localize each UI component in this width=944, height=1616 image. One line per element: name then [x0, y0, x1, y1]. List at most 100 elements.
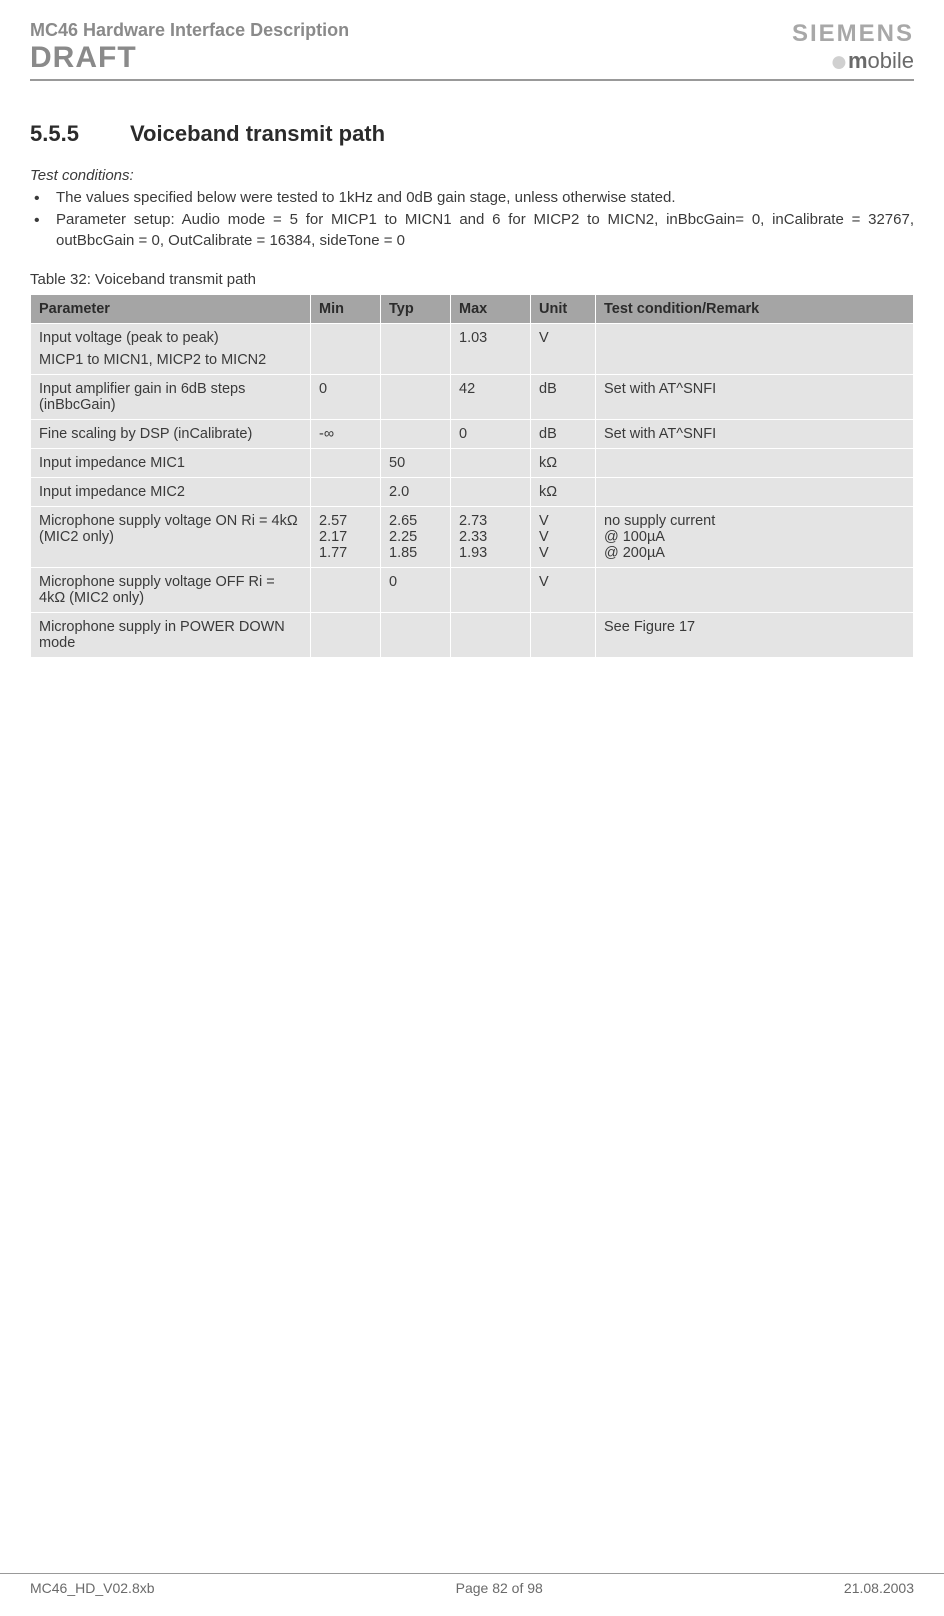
val: 2.33 — [459, 529, 522, 545]
cell-min: 0 — [311, 374, 381, 419]
cell-unit — [531, 612, 596, 657]
val: 2.73 — [459, 513, 522, 529]
val: no supply current — [604, 513, 905, 529]
table-caption: Table 32: Voiceband transmit path — [30, 271, 914, 288]
val: V — [539, 545, 587, 561]
cell-typ: 2.65 2.25 1.85 — [381, 506, 451, 567]
cell-max — [451, 477, 531, 506]
table-row: Input impedance MIC1 50 kΩ — [31, 448, 914, 477]
cell-max: 2.73 2.33 1.93 — [451, 506, 531, 567]
cell-unit: kΩ — [531, 477, 596, 506]
cell-unit: dB — [531, 419, 596, 448]
page-footer: MC46_HD_V02.8xb Page 82 of 98 21.08.2003 — [0, 1573, 944, 1596]
cell-typ — [381, 612, 451, 657]
section-heading: 5.5.5Voiceband transmit path — [30, 121, 914, 147]
test-conditions: Test conditions: The values specified be… — [30, 167, 914, 251]
footer-left: MC46_HD_V02.8xb — [30, 1580, 155, 1596]
cell-max — [451, 567, 531, 612]
cell-min — [311, 448, 381, 477]
val: 2.25 — [389, 529, 442, 545]
sub-brand-text: obile — [868, 48, 914, 73]
table-row: Input amplifier gain in 6dB steps (inBbc… — [31, 374, 914, 419]
brand-name: SIEMENS — [792, 20, 914, 48]
cell-param: Fine scaling by DSP (inCalibrate) — [31, 419, 311, 448]
conditions-heading: Test conditions: — [30, 167, 914, 184]
table-row: Input voltage (peak to peak) MICP1 to MI… — [31, 323, 914, 374]
cell-param: Microphone supply voltage ON Ri = 4kΩ (M… — [31, 506, 311, 567]
val: 1.77 — [319, 545, 372, 561]
cell-max: 1.03 — [451, 323, 531, 374]
val: @ 100µA — [604, 529, 905, 545]
val: @ 200µA — [604, 545, 905, 561]
val: V — [539, 513, 587, 529]
table-row: Input impedance MIC2 2.0 kΩ — [31, 477, 914, 506]
spacer — [30, 658, 914, 1278]
conditions-list: The values specified below were tested t… — [30, 188, 914, 251]
cell-param: Input amplifier gain in 6dB steps (inBbc… — [31, 374, 311, 419]
col-typ: Typ — [381, 294, 451, 323]
cell-max — [451, 612, 531, 657]
val: 2.57 — [319, 513, 372, 529]
cell-remark — [596, 477, 914, 506]
cell-typ: 0 — [381, 567, 451, 612]
cell-param: Input impedance MIC1 — [31, 448, 311, 477]
val: 1.85 — [389, 545, 442, 561]
cell-param: Microphone supply voltage OFF Ri = 4kΩ (… — [31, 567, 311, 612]
section-title: Voiceband transmit path — [130, 121, 385, 146]
cell-unit: V — [531, 323, 596, 374]
cell-typ: 2.0 — [381, 477, 451, 506]
val: 2.65 — [389, 513, 442, 529]
cell-max — [451, 448, 531, 477]
table-row: Microphone supply voltage ON Ri = 4kΩ (M… — [31, 506, 914, 567]
voiceband-table: Parameter Min Typ Max Unit Test conditio… — [30, 294, 914, 658]
table-row: Microphone supply voltage OFF Ri = 4kΩ (… — [31, 567, 914, 612]
cell-remark: Set with AT^SNFI — [596, 374, 914, 419]
col-unit: Unit — [531, 294, 596, 323]
condition-item: The values specified below were tested t… — [30, 188, 914, 208]
cell-typ — [381, 323, 451, 374]
header-left: MC46 Hardware Interface Description DRAF… — [30, 20, 349, 75]
condition-item: Parameter setup: Audio mode = 5 for MICP… — [30, 210, 914, 251]
table-row: Microphone supply in POWER DOWN mode See… — [31, 612, 914, 657]
doc-title: MC46 Hardware Interface Description — [30, 20, 349, 41]
cell-min — [311, 567, 381, 612]
param-main: Input voltage (peak to peak) — [39, 330, 219, 346]
val: V — [539, 529, 587, 545]
cell-param: Input voltage (peak to peak) MICP1 to MI… — [31, 323, 311, 374]
cell-unit: V — [531, 567, 596, 612]
cell-min — [311, 323, 381, 374]
col-min: Min — [311, 294, 381, 323]
cell-param: Input impedance MIC2 — [31, 477, 311, 506]
cell-remark: Set with AT^SNFI — [596, 419, 914, 448]
param-sub: MICP1 to MICN1, MICP2 to MICN2 — [39, 352, 302, 368]
cell-param: Microphone supply in POWER DOWN mode — [31, 612, 311, 657]
cell-remark — [596, 448, 914, 477]
cell-typ — [381, 374, 451, 419]
cell-max: 0 — [451, 419, 531, 448]
cell-remark — [596, 567, 914, 612]
cell-unit: kΩ — [531, 448, 596, 477]
cell-remark — [596, 323, 914, 374]
section-number: 5.5.5 — [30, 121, 130, 147]
cell-min — [311, 477, 381, 506]
cell-max: 42 — [451, 374, 531, 419]
col-max: Max — [451, 294, 531, 323]
val: 1.93 — [459, 545, 522, 561]
cell-unit: V V V — [531, 506, 596, 567]
cell-typ — [381, 419, 451, 448]
cell-typ: 50 — [381, 448, 451, 477]
footer-right: 21.08.2003 — [844, 1580, 914, 1596]
footer-center: Page 82 of 98 — [456, 1580, 543, 1596]
sub-brand: ●mobile — [792, 48, 914, 74]
draft-label: DRAFT — [30, 41, 349, 75]
col-parameter: Parameter — [31, 294, 311, 323]
page-header: MC46 Hardware Interface Description DRAF… — [30, 20, 914, 81]
cell-unit: dB — [531, 374, 596, 419]
logo-dot-icon: ● — [830, 45, 848, 78]
cell-remark: See Figure 17 — [596, 612, 914, 657]
cell-remark: no supply current @ 100µA @ 200µA — [596, 506, 914, 567]
cell-min: -∞ — [311, 419, 381, 448]
cell-min: 2.57 2.17 1.77 — [311, 506, 381, 567]
cell-min — [311, 612, 381, 657]
table-header-row: Parameter Min Typ Max Unit Test conditio… — [31, 294, 914, 323]
